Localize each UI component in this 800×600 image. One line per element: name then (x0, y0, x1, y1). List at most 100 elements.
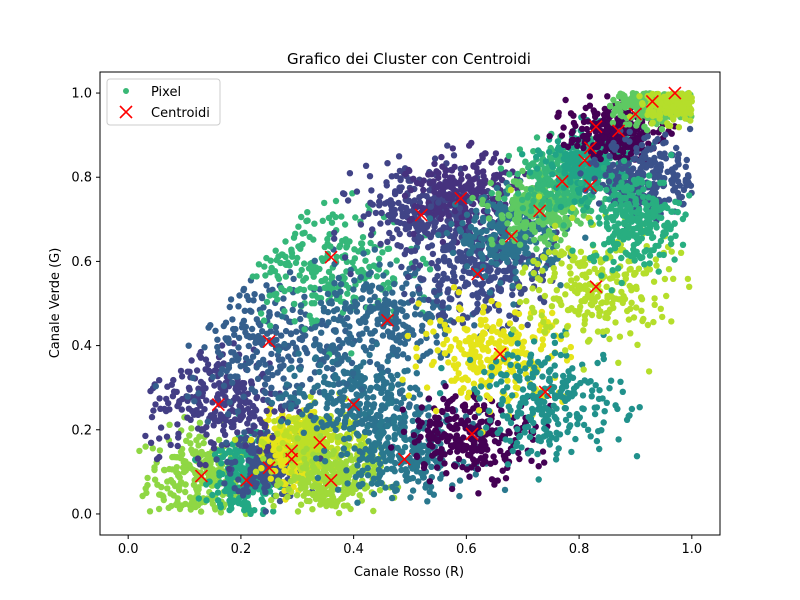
pixel-point (234, 408, 242, 415)
pixel-point (450, 152, 458, 159)
pixel-point (332, 197, 340, 205)
pixel-point (368, 344, 375, 351)
pixel-point (512, 259, 519, 266)
pixel-point (482, 177, 489, 184)
pixel-point (313, 425, 321, 432)
pixel-point (436, 280, 443, 287)
pixel-point (246, 415, 253, 422)
pixel-point (373, 340, 380, 348)
pixel-point (392, 423, 399, 431)
pixel-point (400, 300, 407, 307)
pixel-point (435, 191, 443, 198)
pixel-point (321, 243, 328, 251)
pixel-point (225, 465, 233, 473)
pixel-point (272, 247, 279, 254)
pixel-point (439, 210, 446, 218)
pixel-point (347, 270, 354, 278)
pixel-point (244, 487, 251, 495)
pixel-point (229, 316, 236, 323)
pixel-point (356, 492, 363, 499)
pixel-point (180, 468, 188, 476)
pixel-point (400, 394, 408, 402)
pixel-point (506, 429, 513, 437)
pixel-point (510, 202, 517, 209)
pixel-point (516, 455, 523, 463)
pixel-point (509, 291, 516, 299)
pixel-point (389, 376, 396, 383)
pixel-point (450, 415, 458, 423)
pixel-point (251, 482, 259, 489)
pixel-point (467, 248, 474, 255)
pixel-point (456, 340, 463, 347)
pixel-point (377, 220, 384, 227)
pixel-point (384, 357, 391, 365)
pixel-point (344, 480, 351, 487)
pixel-point (178, 406, 185, 413)
pixel-point (370, 394, 377, 401)
pixel-point (324, 290, 332, 298)
pixel-point (544, 355, 552, 362)
pixel-point (372, 442, 379, 449)
pixel-point (484, 446, 491, 453)
pixel-point (276, 445, 283, 452)
pixel-point (231, 458, 239, 465)
pixel-point (331, 229, 338, 236)
pixel-point (278, 284, 285, 292)
pixel-point (510, 301, 517, 308)
pixel-point (412, 384, 419, 391)
pixel-point (321, 373, 328, 381)
pixel-point (411, 197, 418, 204)
pixel-point (281, 340, 288, 348)
pixel-point (471, 322, 478, 329)
pixel-point (280, 375, 287, 382)
pixel-point (388, 385, 395, 392)
pixel-point (366, 358, 374, 366)
pixel-point (421, 222, 428, 229)
pixel-point (395, 332, 403, 339)
pixel-point (475, 294, 482, 301)
pixel-point (522, 233, 529, 241)
pixel-point (418, 404, 425, 411)
pixel-point (509, 282, 516, 289)
pixel-point (504, 377, 511, 384)
pixel-point (343, 239, 351, 246)
pixel-point (393, 404, 400, 412)
pixel-point (539, 373, 546, 380)
pixel-point (349, 259, 356, 266)
pixel-point (358, 240, 365, 247)
pixel-point (194, 411, 202, 418)
pixel-point (410, 264, 417, 271)
pixel-point (397, 205, 405, 212)
pixel-point (451, 163, 458, 171)
pixel-point (540, 298, 548, 306)
pixel-point (317, 433, 324, 440)
pixel-point (478, 282, 485, 289)
pixel-point (230, 340, 237, 347)
pixel-point (348, 350, 355, 357)
pixel-point (333, 291, 340, 299)
pixel-point (328, 300, 335, 307)
pixel-point (221, 387, 229, 394)
pixel-point (294, 254, 301, 262)
pixel-point (186, 432, 193, 439)
pixel-point (316, 286, 324, 293)
pixel-point (420, 177, 427, 184)
pixel-point (150, 407, 157, 414)
pixel-point (463, 185, 470, 192)
pixel-point (472, 261, 479, 268)
pixel-point (274, 296, 281, 303)
pixel-point (152, 383, 159, 390)
pixel-point (380, 323, 387, 330)
pixel-point (325, 319, 332, 326)
pixel-point (335, 509, 343, 517)
pixel-point (368, 187, 375, 194)
pixel-point (382, 458, 389, 465)
pixel-point (323, 422, 331, 429)
pixel-point (200, 451, 207, 458)
pixel-point (221, 480, 228, 487)
pixel-point (355, 268, 362, 275)
pixel-point (239, 379, 246, 387)
pixel-point (357, 441, 365, 448)
pixel-point (215, 380, 223, 387)
pixel-point (195, 390, 202, 397)
